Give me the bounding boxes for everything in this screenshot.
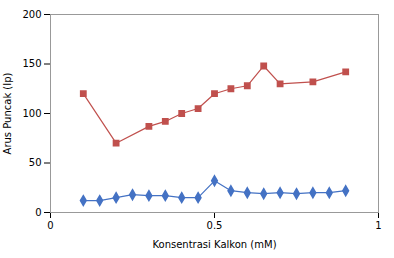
svg-text:100: 100 <box>22 108 41 119</box>
svg-text:200: 200 <box>22 9 41 20</box>
svg-text:50: 50 <box>29 157 42 168</box>
svg-text:150: 150 <box>22 58 41 69</box>
svg-text:0.5: 0.5 <box>207 220 223 231</box>
svg-text:Arus Puncak (Ip): Arus Puncak (Ip) <box>2 72 13 154</box>
svg-text:Konsentrasi Kalkon (mM): Konsentrasi Kalkon (mM) <box>152 239 276 250</box>
svg-text:0: 0 <box>47 220 53 231</box>
svg-text:1: 1 <box>375 220 381 231</box>
svg-text:0: 0 <box>35 207 41 218</box>
